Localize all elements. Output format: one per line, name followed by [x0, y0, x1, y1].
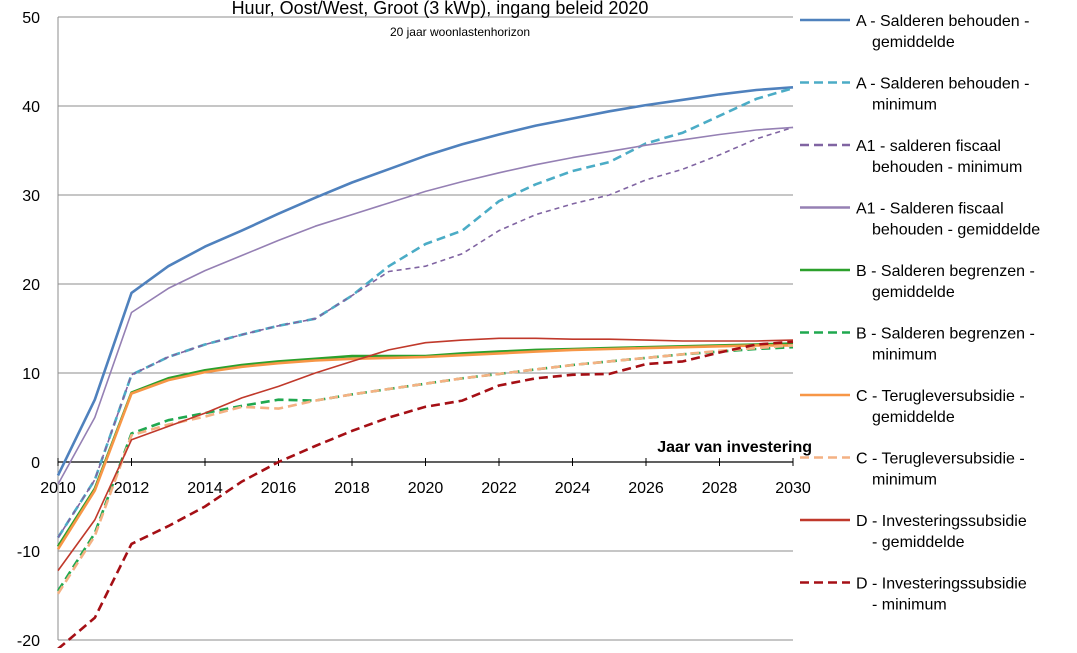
legend-label-9: D - Investeringssubsidie - minimum [856, 576, 1027, 614]
legend-label-5: B - Salderen begrenzen -minimum [856, 326, 1035, 364]
chart-title: Huur, Oost/West, Groot (3 kWp), ingang b… [232, 0, 649, 18]
legend-label-8: D - Investeringssubsidie - gemiddelde [856, 513, 1027, 551]
x-tick-label: 2018 [334, 480, 370, 497]
x-tick-label: 2026 [628, 480, 664, 497]
legend-label-2: A1 - salderen fiscaal behouden - minimum [856, 138, 1022, 176]
legend-label-3: A1 - Salderen fiscaal behouden - gemiddel… [856, 201, 1040, 239]
series-line-6 [56, 344, 793, 550]
y-tick-label: 40 [22, 99, 40, 116]
y-tick-label: -10 [17, 544, 40, 561]
series-line-1 [56, 86, 794, 539]
x-tick-label: 2016 [261, 480, 297, 497]
series-line-3 [57, 126, 794, 485]
series-line-8 [57, 337, 794, 572]
legend: A - Salderen behouden -gemiddelde A - Sal… [800, 13, 1040, 614]
series-line-0 [56, 86, 794, 476]
legend-label-1: A - Salderen behouden -minimum [856, 76, 1029, 114]
series-lines [56, 86, 794, 650]
gridlines [58, 16, 793, 641]
legend-label-0: A - Salderen behouden -gemiddelde [856, 13, 1029, 51]
legend-label-6: C - Terugleversubsidie -gemiddelde [856, 388, 1025, 426]
legend-label-7: C - Terugleversubsidie -minimum [856, 451, 1025, 489]
series-line-7 [56, 344, 794, 595]
legend-label-4: B - Salderen begrenzen -gemiddelde [856, 263, 1035, 301]
x-tick-label: 2012 [114, 480, 150, 497]
x-tick-label: 2022 [481, 480, 517, 497]
series-line-5 [56, 345, 794, 592]
x-tick-label: 2024 [555, 480, 591, 497]
y-tick-label: -20 [17, 633, 40, 648]
x-tick-label: 2030 [775, 480, 811, 497]
chart-subtitle: 20 jaar woonlastenhorizon [390, 25, 530, 39]
x-tick-label: 2028 [702, 480, 738, 497]
y-tick-label: 10 [22, 366, 40, 383]
x-tick-label: 2014 [187, 480, 223, 497]
x-axis-title: Jaar van investering [657, 439, 812, 456]
axes [57, 17, 794, 640]
x-tick-label: 2020 [408, 480, 444, 497]
series-line-2 [57, 126, 794, 539]
y-tick-label: 50 [22, 10, 40, 27]
y-tick-label: 20 [22, 277, 40, 294]
y-tick-label: 0 [31, 455, 40, 472]
series-line-9 [57, 340, 794, 650]
y-tick-label: 30 [22, 188, 40, 205]
x-tick-label: 2010 [40, 480, 76, 497]
